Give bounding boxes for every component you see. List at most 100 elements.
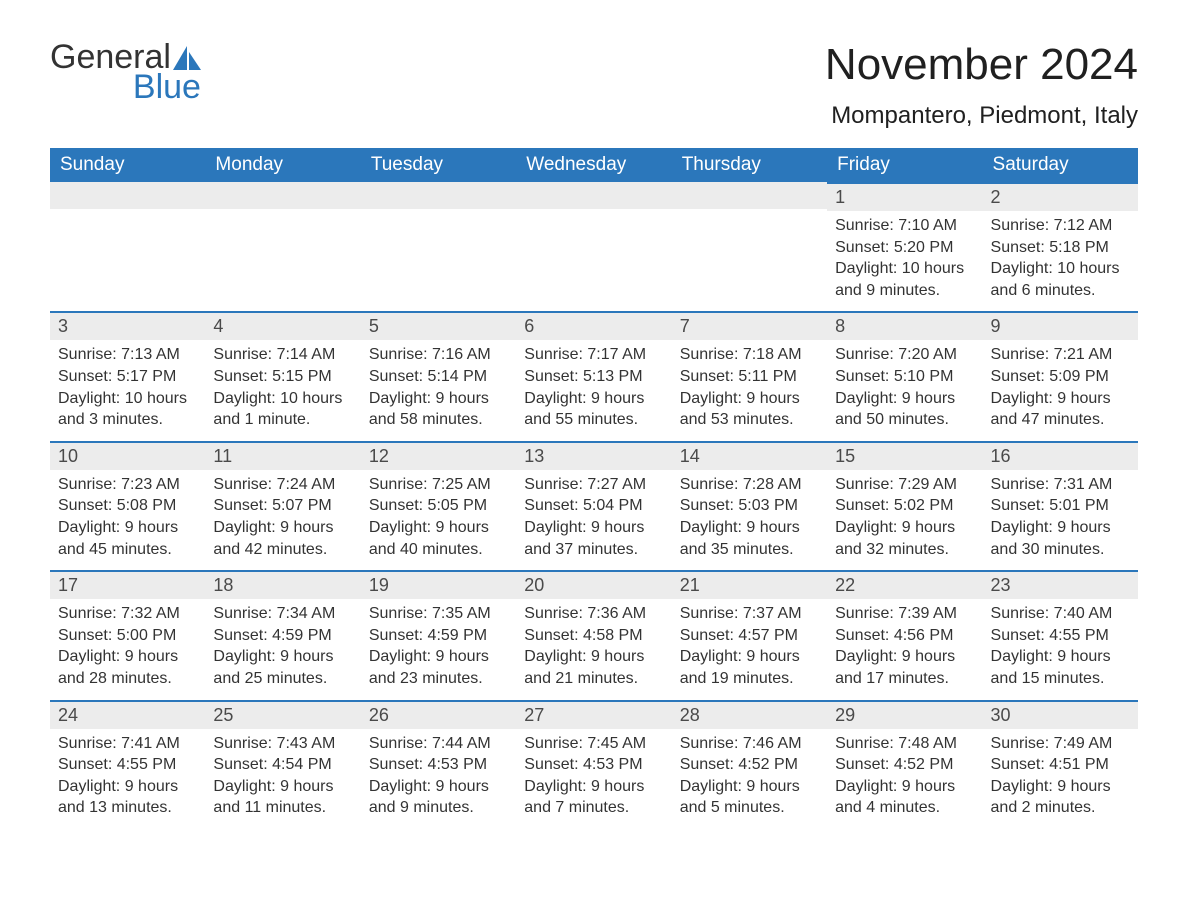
sunrise-line: Sunrise: 7:12 AM (991, 215, 1130, 237)
calendar-table: SundayMondayTuesdayWednesdayThursdayFrid… (50, 148, 1138, 829)
sunset-line: Sunset: 4:55 PM (58, 754, 197, 776)
sunrise-line: Sunrise: 7:46 AM (680, 733, 819, 755)
sunset-line: Sunset: 4:53 PM (369, 754, 508, 776)
calendar-day: 6Sunrise: 7:17 AMSunset: 5:13 PMDaylight… (516, 311, 671, 440)
day-number: 4 (205, 311, 360, 340)
daylight-line: Daylight: 9 hours and 45 minutes. (58, 517, 197, 560)
calendar-empty (672, 182, 827, 311)
day-details: Sunrise: 7:12 AMSunset: 5:18 PMDaylight:… (983, 211, 1138, 311)
day-details: Sunrise: 7:16 AMSunset: 5:14 PMDaylight:… (361, 340, 516, 440)
daylight-line: Daylight: 9 hours and 28 minutes. (58, 646, 197, 689)
day-number: 11 (205, 441, 360, 470)
day-number: 6 (516, 311, 671, 340)
calendar-day: 18Sunrise: 7:34 AMSunset: 4:59 PMDayligh… (205, 570, 360, 699)
sunrise-line: Sunrise: 7:35 AM (369, 603, 508, 625)
daylight-line: Daylight: 9 hours and 47 minutes. (991, 388, 1130, 431)
sunset-line: Sunset: 5:00 PM (58, 625, 197, 647)
day-details: Sunrise: 7:34 AMSunset: 4:59 PMDaylight:… (205, 599, 360, 699)
day-number: 13 (516, 441, 671, 470)
brand-logo: General Blue (50, 40, 201, 104)
day-number: 29 (827, 700, 982, 729)
daylight-line: Daylight: 10 hours and 1 minute. (213, 388, 352, 431)
daylight-line: Daylight: 9 hours and 17 minutes. (835, 646, 974, 689)
sunrise-line: Sunrise: 7:37 AM (680, 603, 819, 625)
weekday-header: Saturday (983, 148, 1138, 182)
sunrise-line: Sunrise: 7:20 AM (835, 344, 974, 366)
sunrise-line: Sunrise: 7:24 AM (213, 474, 352, 496)
header: General Blue November 2024 Mompantero, P… (50, 40, 1138, 130)
day-number: 2 (983, 182, 1138, 211)
calendar-day: 25Sunrise: 7:43 AMSunset: 4:54 PMDayligh… (205, 700, 360, 829)
day-number: 27 (516, 700, 671, 729)
calendar-day: 5Sunrise: 7:16 AMSunset: 5:14 PMDaylight… (361, 311, 516, 440)
calendar-day: 8 Sunrise: 7:20 AMSunset: 5:10 PMDaylight… (827, 311, 982, 440)
sunset-line: Sunset: 5:09 PM (991, 366, 1130, 388)
day-details: Sunrise: 7:43 AMSunset: 4:54 PMDaylight:… (205, 729, 360, 829)
day-number: 26 (361, 700, 516, 729)
calendar-day: 27Sunrise: 7:45 AMSunset: 4:53 PMDayligh… (516, 700, 671, 829)
daylight-line: Daylight: 9 hours and 13 minutes. (58, 776, 197, 819)
sunset-line: Sunset: 4:52 PM (680, 754, 819, 776)
sunset-line: Sunset: 5:13 PM (524, 366, 663, 388)
daylight-line: Daylight: 9 hours and 4 minutes. (835, 776, 974, 819)
day-details: Sunrise: 7:23 AMSunset: 5:08 PMDaylight:… (50, 470, 205, 570)
day-details: Sunrise: 7:40 AMSunset: 4:55 PMDaylight:… (983, 599, 1138, 699)
location-label: Mompantero, Piedmont, Italy (825, 102, 1138, 130)
day-details: Sunrise: 7:17 AMSunset: 5:13 PMDaylight:… (516, 340, 671, 440)
day-details: Sunrise: 7:10 AMSunset: 5:20 PMDaylight:… (827, 211, 982, 311)
sunrise-line: Sunrise: 7:27 AM (524, 474, 663, 496)
daylight-line: Daylight: 10 hours and 6 minutes. (991, 258, 1130, 301)
daylight-line: Daylight: 9 hours and 53 minutes. (680, 388, 819, 431)
day-number: 10 (50, 441, 205, 470)
calendar-day: 23Sunrise: 7:40 AMSunset: 4:55 PMDayligh… (983, 570, 1138, 699)
day-number: 24 (50, 700, 205, 729)
day-details: Sunrise: 7:32 AMSunset: 5:00 PMDaylight:… (50, 599, 205, 699)
daylight-line: Daylight: 9 hours and 42 minutes. (213, 517, 352, 560)
sunrise-line: Sunrise: 7:36 AM (524, 603, 663, 625)
sunrise-line: Sunrise: 7:39 AM (835, 603, 974, 625)
day-number: 8 (827, 311, 982, 340)
empty-day-head (50, 182, 205, 209)
sunrise-line: Sunrise: 7:17 AM (524, 344, 663, 366)
day-number: 1 (827, 182, 982, 211)
calendar-day: 22Sunrise: 7:39 AMSunset: 4:56 PMDayligh… (827, 570, 982, 699)
calendar-day: 12Sunrise: 7:25 AMSunset: 5:05 PMDayligh… (361, 441, 516, 570)
day-number: 15 (827, 441, 982, 470)
brand-word-2: Blue (50, 70, 201, 104)
daylight-line: Daylight: 9 hours and 50 minutes. (835, 388, 974, 431)
sunset-line: Sunset: 5:10 PM (835, 366, 974, 388)
calendar-empty (205, 182, 360, 311)
calendar-day: 29Sunrise: 7:48 AMSunset: 4:52 PMDayligh… (827, 700, 982, 829)
day-details: Sunrise: 7:14 AMSunset: 5:15 PMDaylight:… (205, 340, 360, 440)
empty-day-head (672, 182, 827, 209)
day-details: Sunrise: 7:31 AMSunset: 5:01 PMDaylight:… (983, 470, 1138, 570)
sunset-line: Sunset: 5:17 PM (58, 366, 197, 388)
day-number: 21 (672, 570, 827, 599)
sunset-line: Sunset: 5:05 PM (369, 495, 508, 517)
title-block: November 2024 Mompantero, Piedmont, Ital… (825, 40, 1138, 130)
daylight-line: Daylight: 9 hours and 5 minutes. (680, 776, 819, 819)
day-details: Sunrise: 7:49 AMSunset: 4:51 PMDaylight:… (983, 729, 1138, 829)
calendar-day: 14Sunrise: 7:28 AMSunset: 5:03 PMDayligh… (672, 441, 827, 570)
sunrise-line: Sunrise: 7:28 AM (680, 474, 819, 496)
day-details: Sunrise: 7:46 AMSunset: 4:52 PMDaylight:… (672, 729, 827, 829)
daylight-line: Daylight: 9 hours and 40 minutes. (369, 517, 508, 560)
weekday-header: Monday (205, 148, 360, 182)
calendar-day: 17Sunrise: 7:32 AMSunset: 5:00 PMDayligh… (50, 570, 205, 699)
day-details: Sunrise: 7:37 AMSunset: 4:57 PMDaylight:… (672, 599, 827, 699)
daylight-line: Daylight: 9 hours and 32 minutes. (835, 517, 974, 560)
day-number: 22 (827, 570, 982, 599)
sunset-line: Sunset: 5:20 PM (835, 237, 974, 259)
day-details: Sunrise: 7:48 AMSunset: 4:52 PMDaylight:… (827, 729, 982, 829)
day-details: Sunrise: 7:25 AMSunset: 5:05 PMDaylight:… (361, 470, 516, 570)
sunset-line: Sunset: 4:57 PM (680, 625, 819, 647)
day-details: Sunrise: 7:44 AMSunset: 4:53 PMDaylight:… (361, 729, 516, 829)
daylight-line: Daylight: 9 hours and 35 minutes. (680, 517, 819, 560)
weekday-header: Wednesday (516, 148, 671, 182)
empty-day-head (205, 182, 360, 209)
weekday-header: Sunday (50, 148, 205, 182)
sunrise-line: Sunrise: 7:34 AM (213, 603, 352, 625)
calendar-day: 21Sunrise: 7:37 AMSunset: 4:57 PMDayligh… (672, 570, 827, 699)
daylight-line: Daylight: 9 hours and 58 minutes. (369, 388, 508, 431)
calendar-day: 4Sunrise: 7:14 AMSunset: 5:15 PMDaylight… (205, 311, 360, 440)
